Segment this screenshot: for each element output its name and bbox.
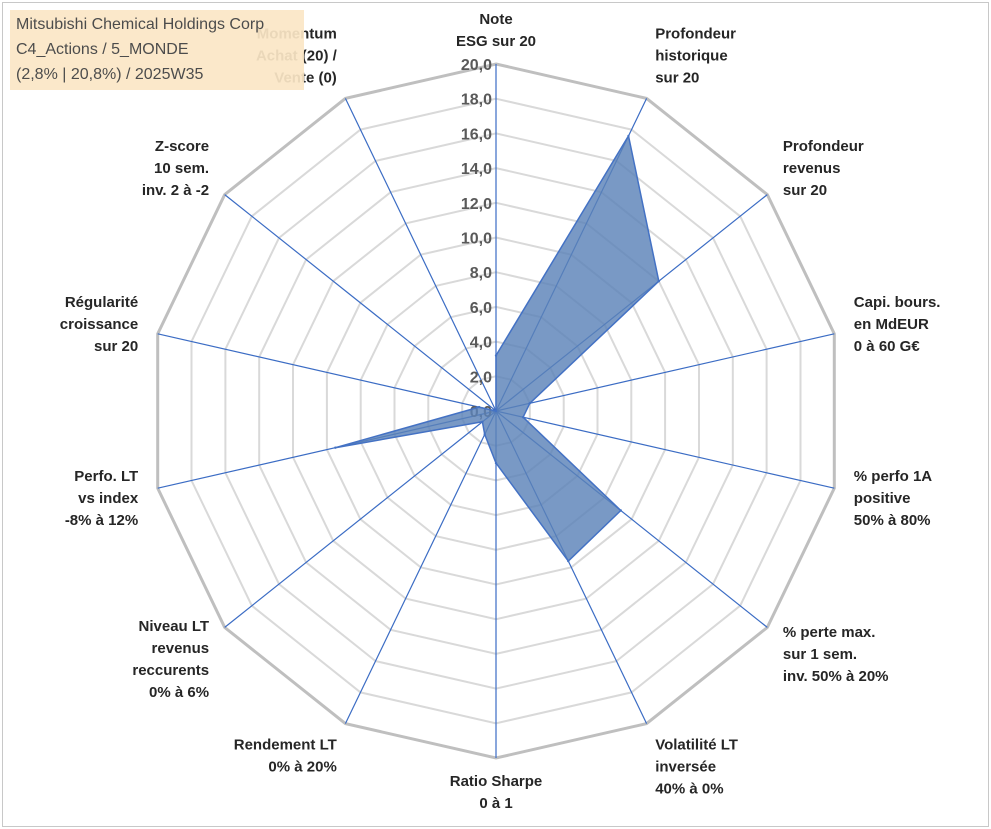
axis-label-line: historique [655,47,728,64]
axis-label-line: 0% à 6% [149,684,209,701]
axis-label-line: sur 1 sem. [783,646,857,663]
tick-label: 2,0 [470,369,492,386]
tick-label: 6,0 [470,300,492,317]
axis-spoke [224,410,497,628]
radial-tick-labels: 0,02,04,06,08,010,012,014,016,018,020,0 [461,57,492,421]
data-point [627,134,630,138]
axis-label-line: % perfo 1A [854,468,933,485]
data-point [521,416,525,419]
axis-label: Niveau LT revenus reccurents 0% à 6% [132,618,209,701]
axis-label: Profondeur revenus sur 20 [783,138,864,199]
axis-label-line: Profondeur [783,138,864,155]
axis-label: % perfo 1A positive 50% à 80% [854,468,933,529]
axis-label: Capi. bours. en MdEUR 0 à 60 G€ [854,294,941,355]
axis-label-line: inv. 2 à -2 [142,182,209,199]
data-point [619,509,622,512]
tick-label: 8,0 [470,265,492,282]
period-label: (2,8% | 20,8%) / 2025W35 [16,66,204,83]
axis-label-line: Régularité [65,294,138,311]
axis-label-line: sur 20 [655,69,699,86]
axis-label: Régularité croissance sur 20 [60,294,138,355]
axis-label-line: Ratio Sharpe [450,773,543,790]
tick-label: 16,0 [461,126,492,143]
axis-label-line: sur 20 [94,338,138,355]
data-point [657,280,660,283]
axis-label-line: Volatilité LT [655,737,738,754]
axis-label-line: Capi. bours. [854,294,941,311]
data-point [567,559,570,563]
axis-label-line: Rendement LT [234,737,337,754]
axis-label-line: reccurents [132,662,209,679]
axis-spoke [344,410,497,724]
axis-label-line: Note [479,11,512,28]
axis-label: % perte max. sur 1 sem. inv. 50% à 20% [783,624,889,685]
axis-label-line: Profondeur [655,25,736,42]
axis-label-line: inv. 50% à 20% [783,668,889,685]
axis-label-line: revenus [152,640,210,657]
axis-label-line: revenus [783,160,841,177]
axis-label-line: en MdEUR [854,316,929,333]
axis-label: Volatilité LT inversée 40% à 0% [655,737,738,798]
series-area [334,135,660,562]
axis-label-line: 0 à 60 G€ [854,338,921,355]
axis-label-line: vs index [78,490,139,507]
tick-label: 10,0 [461,231,492,248]
data-point [481,420,484,423]
axis-label-line: 50% à 80% [854,512,931,529]
axis-label-line: ESG sur 20 [456,33,536,50]
tick-label: 4,0 [470,335,492,352]
axis-label-line: Niveau LT [139,618,210,635]
tick-label: 14,0 [461,161,492,178]
axis-label-line: sur 20 [783,182,827,199]
axis-label-line: -8% à 12% [65,512,138,529]
axis-spoke [344,98,497,412]
data-point [528,402,531,405]
axis-label: Z-score 10 sem. inv. 2 à -2 [142,138,209,199]
axis-spoke [224,194,497,412]
axis-label: Note ESG sur 20 [456,11,536,50]
axis-spoke [495,333,835,412]
axis-label: Profondeur historique sur 20 [655,25,736,86]
axis-label-line: Perfo. LT [74,468,138,485]
axis-label: Perfo. LT vs index -8% à 12% [65,468,139,529]
data-point [334,446,337,449]
axis-label-line: % perte max. [783,624,876,641]
tick-label: 20,0 [461,57,492,74]
radar-series [334,134,660,563]
tick-label: 18,0 [461,92,492,109]
axis-spoke [157,333,497,412]
axis-label-line: 0 à 1 [479,795,512,812]
tick-label: 12,0 [461,196,492,213]
company-name: Mitsubishi Chemical Holdings Corp [16,16,265,33]
data-point [477,405,481,409]
data-point [494,409,498,413]
axis-label: Rendement LT 0% à 20% [234,737,337,776]
data-point [494,354,498,357]
data-point [483,433,486,436]
axis-label-line: 40% à 0% [655,781,723,798]
axis-label-line: Z-score [155,138,209,155]
category-label: C4_Actions / 5_MONDE [16,41,189,58]
axis-label-line: 10 sem. [154,160,209,177]
axis-spoke [495,410,835,489]
axis-label-line: 0% à 20% [268,759,336,776]
info-box: Mitsubishi Chemical Holdings Corp C4_Act… [10,10,304,90]
data-point [494,461,498,465]
axis-label: Ratio Sharpe 0 à 1 [450,773,543,812]
axis-label-line: inversée [655,759,716,776]
axis-label-line: croissance [60,316,138,333]
axis-label-line: positive [854,490,911,507]
